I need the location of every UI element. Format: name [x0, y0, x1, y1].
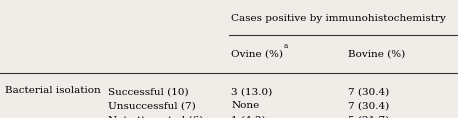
- Text: 5 (21.7): 5 (21.7): [348, 116, 389, 118]
- Text: Cases positive by immunohistochemistry: Cases positive by immunohistochemistry: [231, 14, 447, 23]
- Text: Bovine (%): Bovine (%): [348, 50, 405, 59]
- Text: Not attempted (6): Not attempted (6): [108, 116, 203, 118]
- Text: 1 (4.3): 1 (4.3): [231, 116, 266, 118]
- Text: 3 (13.0): 3 (13.0): [231, 87, 273, 96]
- Text: None: None: [231, 101, 260, 110]
- Text: Successful (10): Successful (10): [108, 87, 188, 96]
- Text: 7 (30.4): 7 (30.4): [348, 101, 389, 110]
- Text: a: a: [284, 42, 288, 51]
- Text: Bacterial isolation: Bacterial isolation: [5, 86, 100, 95]
- Text: Unsuccessful (7): Unsuccessful (7): [108, 101, 196, 110]
- Text: Ovine (%): Ovine (%): [231, 50, 284, 59]
- Text: 7 (30.4): 7 (30.4): [348, 87, 389, 96]
